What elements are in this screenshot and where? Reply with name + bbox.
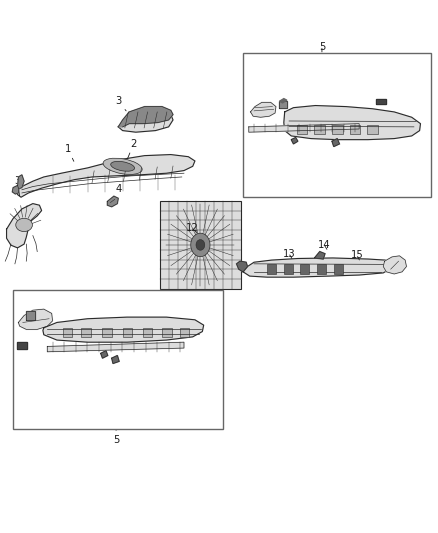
Text: 10: 10 — [109, 350, 121, 359]
Text: 13: 13 — [283, 249, 295, 259]
Polygon shape — [118, 107, 173, 127]
Polygon shape — [251, 102, 276, 117]
Polygon shape — [279, 101, 287, 108]
Polygon shape — [7, 204, 42, 248]
Bar — [102, 328, 112, 337]
Polygon shape — [18, 175, 24, 189]
Polygon shape — [118, 111, 173, 132]
Bar — [334, 264, 343, 274]
Circle shape — [196, 240, 205, 250]
Bar — [180, 328, 189, 337]
Bar — [267, 264, 276, 274]
Polygon shape — [279, 99, 287, 103]
Polygon shape — [291, 138, 298, 144]
Polygon shape — [284, 106, 420, 140]
Polygon shape — [383, 256, 406, 274]
Text: 8: 8 — [266, 125, 274, 134]
Text: 11: 11 — [377, 90, 390, 100]
Ellipse shape — [103, 158, 142, 174]
Polygon shape — [237, 261, 247, 272]
Text: 9: 9 — [284, 134, 290, 143]
Polygon shape — [43, 317, 204, 342]
Text: 3: 3 — [14, 176, 21, 196]
Bar — [314, 125, 325, 134]
Polygon shape — [18, 155, 195, 197]
Text: 1: 1 — [65, 144, 74, 161]
Polygon shape — [314, 252, 325, 259]
Bar — [160, 201, 241, 289]
Polygon shape — [332, 139, 339, 147]
Text: 2: 2 — [127, 139, 137, 159]
Bar — [243, 53, 431, 197]
Text: 7: 7 — [258, 91, 265, 101]
Polygon shape — [12, 185, 19, 194]
Polygon shape — [18, 309, 53, 329]
Text: 12: 12 — [185, 223, 198, 233]
Bar — [300, 264, 309, 274]
Polygon shape — [26, 311, 35, 320]
Polygon shape — [107, 196, 118, 207]
Bar — [81, 328, 91, 337]
Text: 10: 10 — [329, 133, 341, 142]
Text: 6: 6 — [45, 307, 51, 318]
Bar — [123, 328, 132, 337]
Polygon shape — [243, 258, 392, 277]
Text: 9: 9 — [97, 343, 103, 352]
Text: 7: 7 — [33, 300, 40, 310]
Polygon shape — [249, 124, 359, 132]
Text: 5: 5 — [319, 42, 325, 52]
Bar — [367, 125, 378, 134]
Bar — [332, 125, 343, 134]
Text: 3: 3 — [115, 96, 126, 111]
Bar — [317, 264, 326, 274]
Bar — [297, 125, 307, 134]
Text: 11: 11 — [23, 337, 36, 347]
Text: 15: 15 — [350, 251, 364, 260]
Ellipse shape — [16, 219, 32, 232]
Bar — [63, 328, 72, 337]
Polygon shape — [376, 99, 386, 104]
Polygon shape — [47, 342, 184, 352]
Bar — [284, 264, 293, 274]
Text: 4: 4 — [112, 184, 121, 198]
Circle shape — [191, 233, 210, 257]
Text: 8: 8 — [81, 332, 89, 342]
Bar — [143, 328, 152, 337]
Polygon shape — [112, 356, 119, 364]
Text: 14: 14 — [318, 240, 330, 249]
Text: 5: 5 — [113, 431, 119, 445]
Text: 6: 6 — [273, 96, 279, 106]
Bar — [350, 125, 360, 134]
Polygon shape — [101, 351, 108, 358]
Bar — [13, 290, 223, 429]
Polygon shape — [17, 342, 27, 349]
Ellipse shape — [111, 161, 134, 171]
Bar — [162, 328, 172, 337]
